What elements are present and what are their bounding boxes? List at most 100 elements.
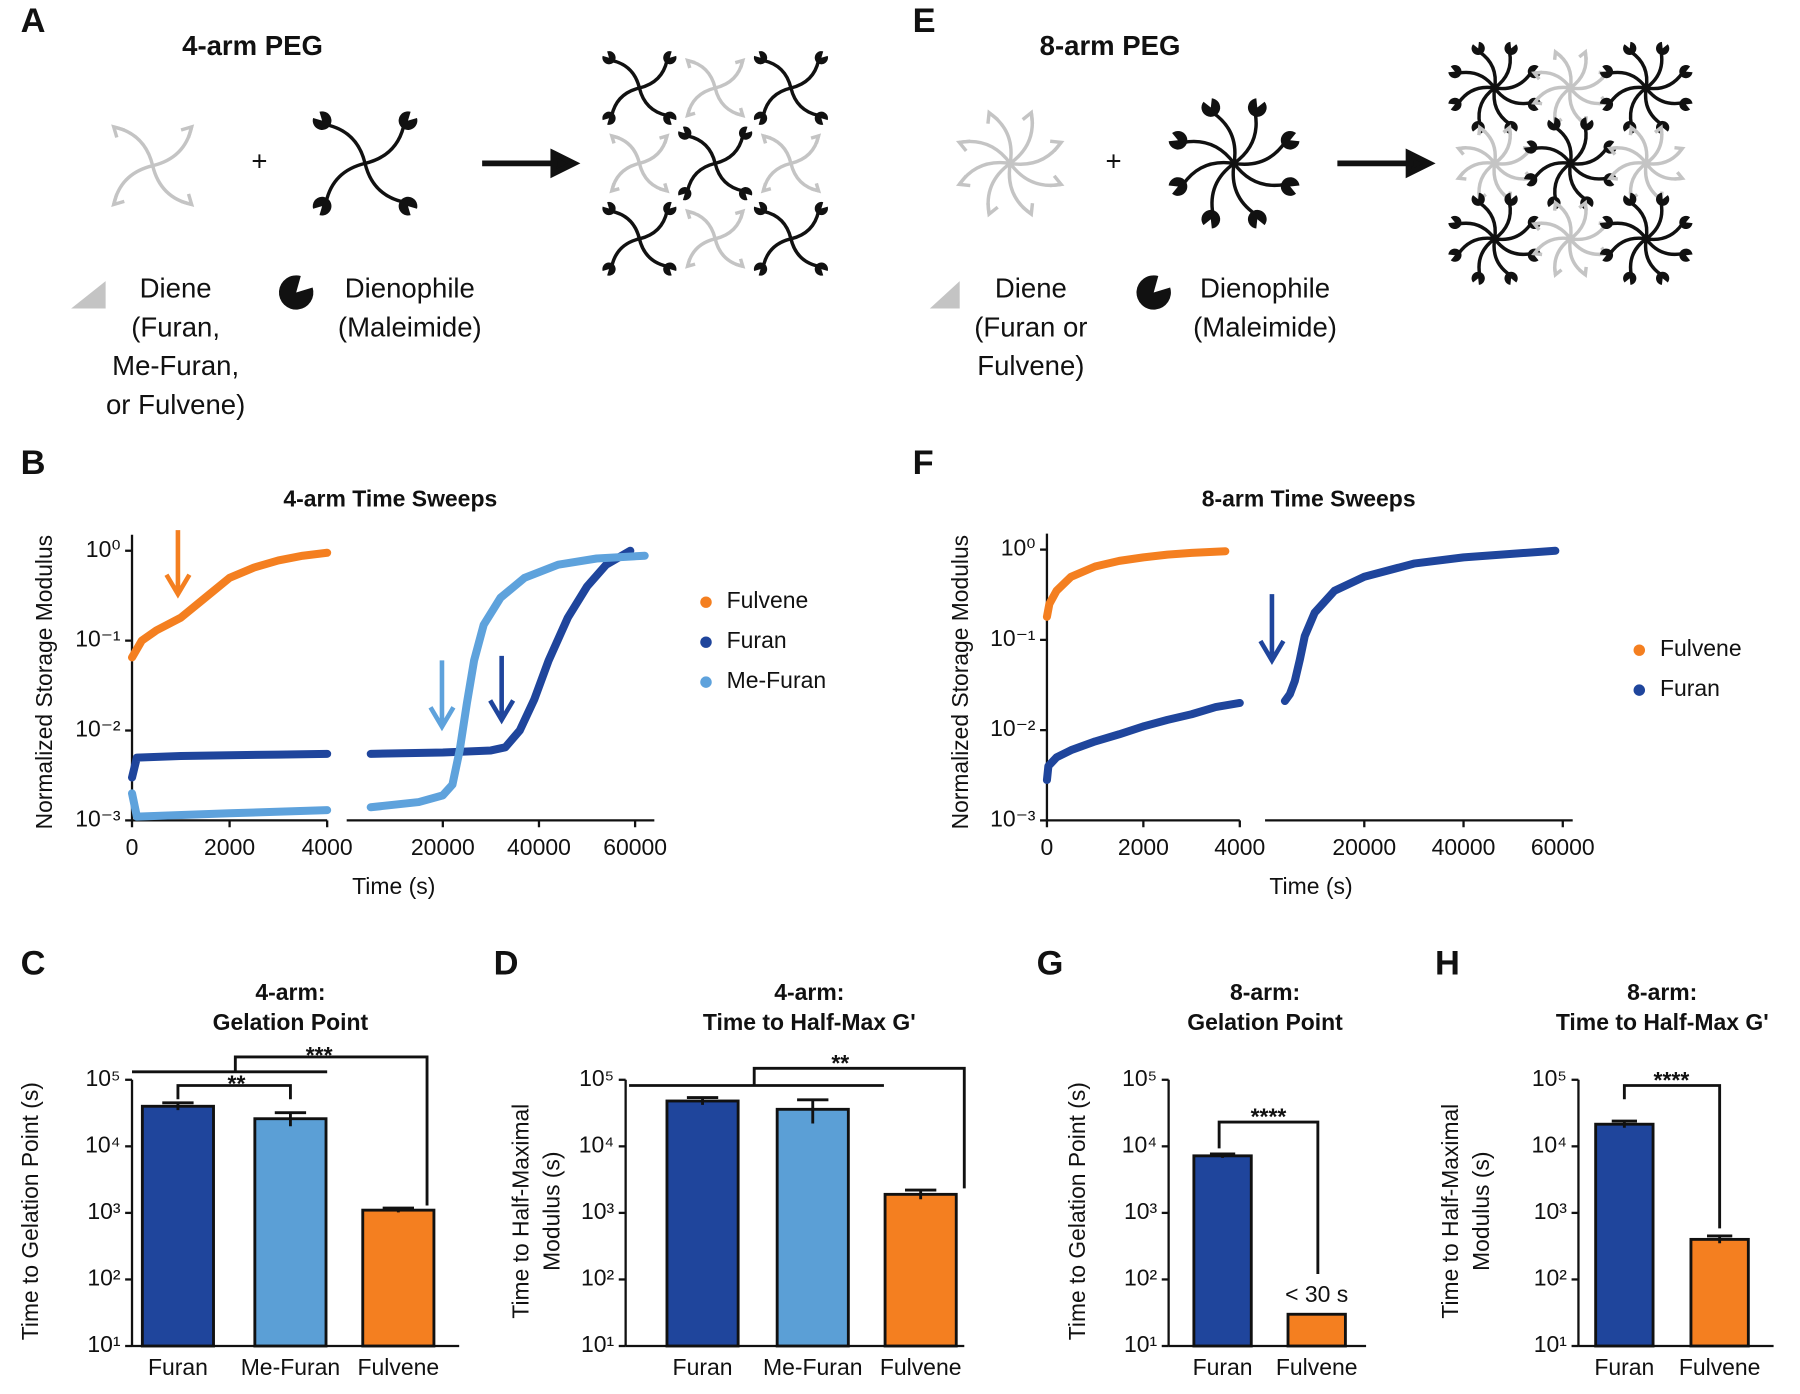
diene-head xyxy=(1049,174,1065,188)
arm xyxy=(1644,237,1683,257)
diene-head xyxy=(1455,171,1467,181)
x-tick-label: 60000 xyxy=(1531,834,1595,860)
maleimide-cap xyxy=(1448,215,1462,230)
arm xyxy=(1182,139,1236,165)
diene-head xyxy=(111,193,125,207)
y-tick-label: 10² xyxy=(1534,1265,1568,1291)
arm xyxy=(610,86,640,116)
bar xyxy=(665,1099,740,1348)
y-tick-label: 10⁵ xyxy=(579,1065,614,1091)
diagram: E 8-arm PEG + Diene (Furan or Fulvene) Dienoph… xyxy=(913,2,1693,381)
bar-chart: H 8-arm: Time to Half-Max G' Time to Half-M… xyxy=(1435,945,1774,1380)
arm xyxy=(1554,126,1573,164)
y-tick-label: 10⁴ xyxy=(579,1131,614,1157)
arm xyxy=(637,162,668,193)
diene-head xyxy=(1552,266,1563,279)
y-tick-label: 10² xyxy=(1124,1265,1158,1291)
arm xyxy=(1644,86,1683,106)
maleimide-cap xyxy=(1623,271,1637,285)
chart-title: 8-arm: xyxy=(1230,979,1300,1005)
y-tick-label: 10⁰ xyxy=(86,536,121,562)
diene-head xyxy=(609,133,620,144)
y-tick-label: 10¹ xyxy=(581,1331,615,1357)
maleimide-cap xyxy=(312,111,332,130)
y-tick-label: 10⁴ xyxy=(1532,1131,1567,1157)
diene-head xyxy=(986,202,999,218)
maleimide-cap xyxy=(663,51,677,65)
significance-label: *** xyxy=(306,1042,333,1068)
arm xyxy=(611,209,642,240)
diene-icon xyxy=(929,281,960,309)
value-label: < 30 s xyxy=(1285,1281,1348,1307)
panel-letter: H xyxy=(1435,945,1460,983)
series-line xyxy=(127,546,635,782)
chart-title: 4-arm Time Sweeps xyxy=(283,486,497,512)
maleimide-cap xyxy=(1280,177,1300,196)
x-tick-label: Fulvene xyxy=(880,1354,962,1380)
diene-head xyxy=(1578,48,1588,60)
maleimide-cap xyxy=(1679,97,1693,111)
maleimide-cap xyxy=(602,111,616,125)
diene-head xyxy=(659,133,670,144)
arm xyxy=(1007,163,1033,216)
maleimide-cap xyxy=(663,201,677,216)
dienophile-icon xyxy=(278,275,314,310)
maleimide-cap xyxy=(398,111,418,130)
arm xyxy=(1478,201,1497,240)
arm xyxy=(1233,141,1287,166)
maleimide-cap xyxy=(753,262,768,276)
arm xyxy=(1210,162,1236,215)
maleimide-cap xyxy=(1504,271,1518,285)
maleimide-cap xyxy=(1679,215,1693,230)
maleimide-cap xyxy=(1201,98,1221,117)
x-tick-label: 20000 xyxy=(1332,834,1396,860)
diene-head xyxy=(1674,171,1686,181)
arm xyxy=(610,237,640,267)
legend-marker xyxy=(1633,644,1646,656)
panel-letter: F xyxy=(913,444,934,482)
diene-head xyxy=(760,133,772,144)
legend-label: Me-Furan xyxy=(727,667,826,693)
dienophile-label: (Maleimide) xyxy=(338,311,482,342)
x-tick-label: 40000 xyxy=(507,834,571,860)
arm xyxy=(790,135,821,166)
arm xyxy=(112,164,154,205)
arm xyxy=(363,162,405,204)
maleimide-cap xyxy=(1168,130,1188,150)
legend-marker xyxy=(1633,684,1646,696)
arm xyxy=(1645,72,1684,91)
significance-bracket xyxy=(1622,1084,1722,1229)
diene-head xyxy=(1477,124,1487,136)
arrows xyxy=(164,530,1286,732)
maleimide-cap xyxy=(1679,64,1693,79)
x-tick-label: 60000 xyxy=(603,834,667,860)
maleimide-cap xyxy=(1623,192,1637,206)
arm xyxy=(762,209,793,240)
arm xyxy=(761,237,792,267)
y-tick-label: 10⁵ xyxy=(1532,1065,1567,1091)
arm xyxy=(790,60,821,90)
maleimide-cap xyxy=(1679,248,1693,262)
x-tick-label: 0 xyxy=(1041,834,1054,860)
maleimide-cap xyxy=(602,51,616,65)
maleimide-cap xyxy=(1580,117,1594,131)
maleimide-cap xyxy=(753,201,768,216)
diene-icon xyxy=(71,281,106,309)
arm xyxy=(364,124,406,166)
maleimide-cap xyxy=(1524,140,1538,154)
significance-bracket xyxy=(629,1066,966,1189)
diene-head xyxy=(685,258,696,269)
maleimide-cap xyxy=(1599,248,1614,262)
arm xyxy=(1630,201,1649,240)
arm xyxy=(1630,50,1649,89)
y-axis-label: Time to Half-Maximal xyxy=(1437,1104,1463,1319)
arm xyxy=(1477,86,1496,125)
diene-head xyxy=(734,57,746,69)
error-bar xyxy=(274,1111,307,1127)
arm xyxy=(1553,237,1572,276)
arm xyxy=(1645,222,1684,242)
x-tick-label: 2000 xyxy=(1118,834,1169,860)
x-tick-label: Me-Furan xyxy=(241,1354,340,1380)
maleimide-cap xyxy=(1599,215,1614,230)
